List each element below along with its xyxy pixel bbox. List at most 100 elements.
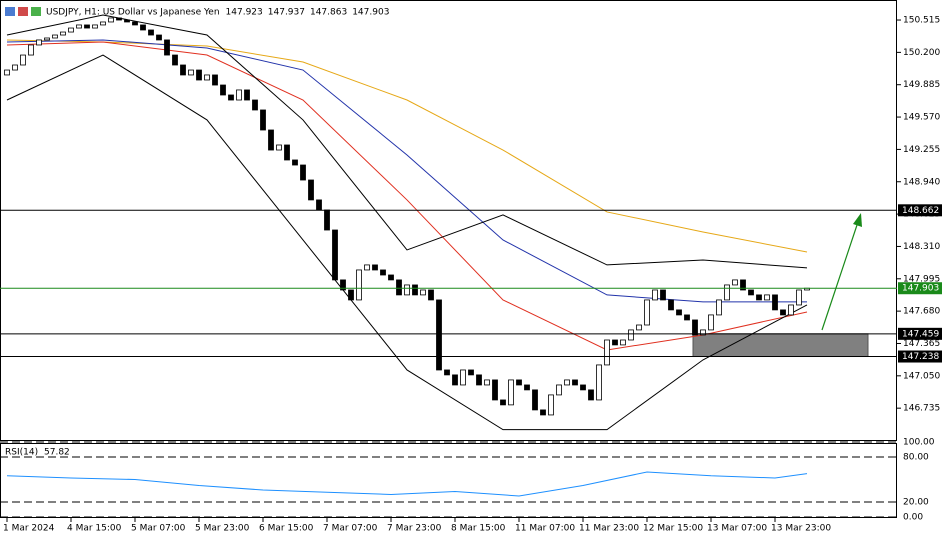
candle <box>396 279 402 296</box>
y-tick-label: 149.570 <box>903 113 940 123</box>
y-tick-label: 147.680 <box>903 307 940 317</box>
y-tick-label: 147.050 <box>903 371 940 381</box>
candle <box>468 369 474 376</box>
candle <box>180 64 186 76</box>
indicator-line <box>6 39 807 303</box>
candle <box>236 89 242 101</box>
candle <box>572 379 578 386</box>
candle <box>628 329 634 341</box>
x-tick-label: 8 Mar 15:00 <box>451 524 506 534</box>
x-tick-label: 7 Mar 23:00 <box>387 524 442 534</box>
candle <box>20 54 26 66</box>
candle <box>652 289 658 301</box>
candle <box>28 44 34 56</box>
candle <box>76 24 82 29</box>
x-tick-label: 13 Mar 23:00 <box>771 524 831 534</box>
candle <box>756 294 762 301</box>
candle <box>268 129 274 151</box>
x-tick-label: 11 Mar 07:00 <box>515 524 575 534</box>
candle <box>668 299 674 311</box>
candle <box>516 379 522 386</box>
candle <box>500 399 506 406</box>
chart-title: USDJPY, H1: US Dollar vs Japanese Yen <box>46 8 220 18</box>
candle <box>260 109 266 131</box>
rsi-line <box>6 471 808 497</box>
level-label: 147.459 <box>902 329 939 339</box>
candle <box>588 389 594 401</box>
level-box <box>898 282 942 295</box>
candle <box>108 17 114 23</box>
candle <box>772 294 778 311</box>
candle <box>84 24 90 29</box>
level-box <box>898 327 942 340</box>
candle <box>324 209 330 231</box>
candle <box>340 279 346 291</box>
candle <box>348 289 354 301</box>
arrow <box>821 221 859 331</box>
candle <box>580 384 586 391</box>
candle <box>60 31 66 36</box>
candle <box>596 364 602 401</box>
candle <box>284 144 290 161</box>
candle <box>492 379 498 401</box>
candle <box>700 329 706 336</box>
main-frame <box>0 0 897 441</box>
candle <box>220 84 226 96</box>
rsi-tick-label: 0.00 <box>903 513 923 523</box>
x-tick-label: 7 Mar 07:00 <box>323 524 378 534</box>
quote: 147.903 <box>352 8 389 18</box>
x-tick-label: 6 Mar 15:00 <box>259 524 314 534</box>
quote: 147.937 <box>268 8 305 18</box>
candle <box>52 34 58 39</box>
candle <box>476 374 482 386</box>
y-tick-label: 150.515 <box>903 16 940 26</box>
rsi-tick-label: 100.00 <box>903 438 935 448</box>
icon <box>18 7 28 16</box>
candle <box>460 369 466 386</box>
candle <box>748 289 754 296</box>
candle <box>244 89 250 101</box>
candle <box>44 37 50 41</box>
candle <box>172 54 178 66</box>
x-tick-label: 1 Mar 2024 <box>3 524 55 534</box>
candle <box>420 289 426 296</box>
candle <box>732 279 738 286</box>
candle <box>604 339 610 366</box>
candle <box>540 409 546 416</box>
candle <box>684 314 690 321</box>
icon <box>5 7 15 16</box>
candle <box>796 289 802 306</box>
indicator-line <box>6 54 808 431</box>
candle <box>188 69 194 76</box>
candle <box>660 289 666 301</box>
level-box <box>898 204 942 217</box>
candle <box>644 299 650 326</box>
candle <box>508 379 514 406</box>
candle <box>292 159 298 166</box>
candle <box>196 69 202 81</box>
candle <box>100 21 106 26</box>
candle <box>620 339 626 346</box>
candle <box>380 269 386 276</box>
candle <box>332 229 338 281</box>
candle <box>228 94 234 101</box>
candle <box>716 299 722 316</box>
candle <box>452 374 458 386</box>
rsi-label: RSI(14) <box>5 448 38 458</box>
y-tick-label: 146.735 <box>903 404 940 414</box>
candle <box>124 19 130 23</box>
rsi-frame <box>0 443 897 518</box>
candle <box>676 309 682 316</box>
level-label: 147.238 <box>902 352 939 362</box>
candle <box>692 319 698 336</box>
y-tick-label: 148.940 <box>903 177 940 187</box>
y-tick-label: 147.365 <box>903 339 940 349</box>
candle <box>68 27 74 33</box>
candle <box>404 284 410 296</box>
rsi-tick-label: 20.00 <box>903 498 929 508</box>
x-tick-label: 5 Mar 07:00 <box>131 524 186 534</box>
candle <box>164 39 170 56</box>
candle <box>372 264 378 271</box>
candle <box>708 314 714 331</box>
